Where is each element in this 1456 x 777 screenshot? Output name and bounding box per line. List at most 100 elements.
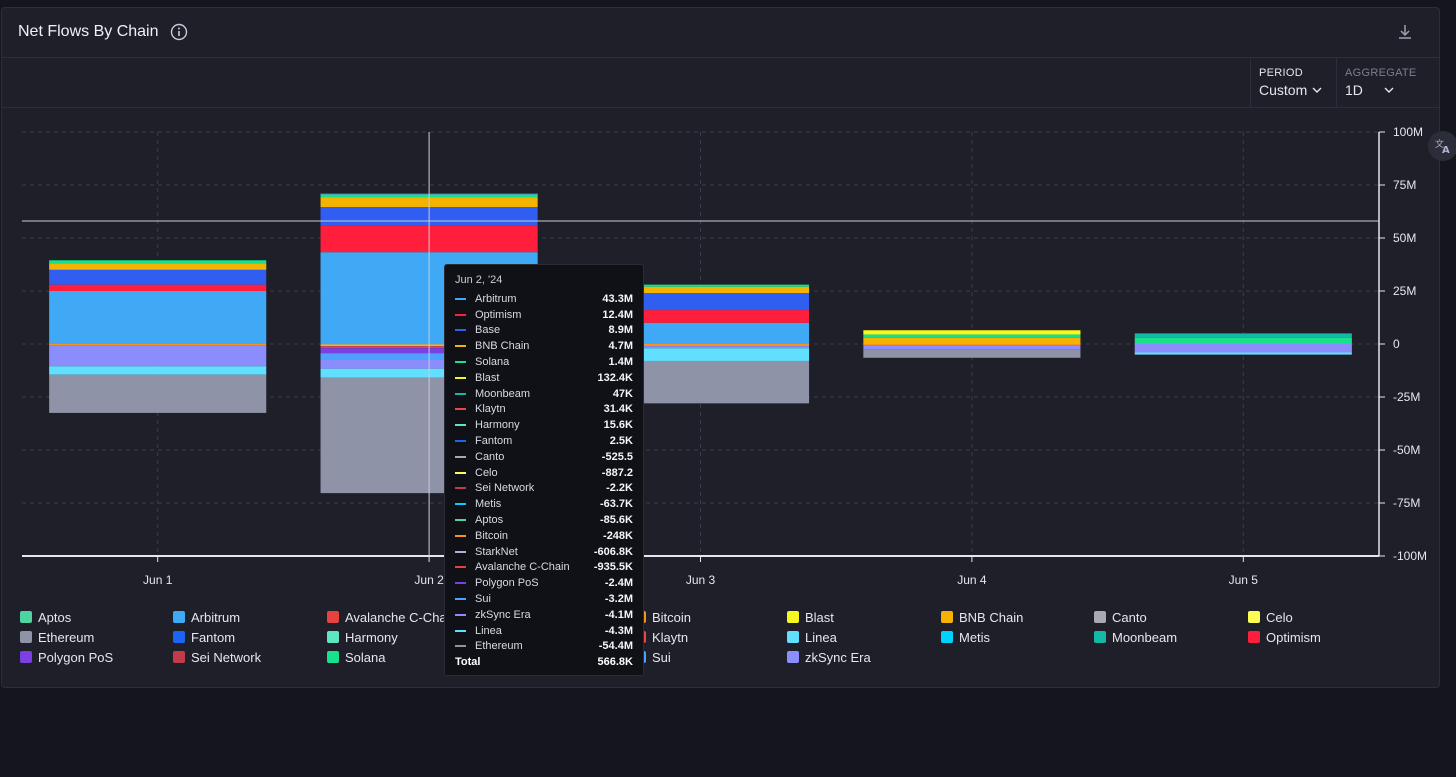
legend-item[interactable]: Blast [787, 608, 834, 626]
tooltip-series-marker [455, 297, 466, 300]
tooltip-series-marker [455, 471, 466, 474]
tooltip-series-name: StarkNet [475, 545, 518, 558]
x-tick-label: Jun 2 [414, 573, 444, 587]
translate-button[interactable]: 文 A [1428, 131, 1456, 161]
tooltip-row: StarkNet -606.8K [455, 544, 633, 560]
tooltip-series-name: Celo [475, 466, 498, 479]
legend-label: Ethereum [38, 629, 95, 645]
legend-item[interactable]: Avalanche C-Chain [327, 608, 457, 626]
net-flows-chart[interactable]: 100M 75M 50M 25M 0 -25M -50M -75M -100M Jun 1 Jun … [0, 0, 1456, 600]
bar-segment-ethereum [49, 374, 267, 413]
tooltip-series-value: 15.6K [603, 419, 633, 432]
tooltip-series-name: Bitcoin [475, 529, 509, 542]
bar-segment-linea [1134, 352, 1352, 355]
chart-controls: PERIOD Custom AGGREGATE 1D [2, 58, 1439, 108]
tooltip-rows: Arbitrum 43.3M Optimism 12.4M Base 8.9M BNB Ch… [455, 291, 633, 654]
legend-item[interactable]: Harmony [327, 628, 398, 646]
tooltip-row: Fantom 2.5K [455, 433, 633, 449]
tooltip-series-name: Avalanche C-Chain [475, 561, 570, 574]
tooltip-series-marker [455, 534, 466, 537]
tooltip-row: Blast 132.4K [455, 370, 633, 386]
bar-segment-solana [863, 334, 1081, 338]
legend-label: Moonbeam [1112, 629, 1178, 645]
tooltip-series-name: Fantom [475, 435, 513, 448]
legend-swatch [20, 631, 32, 643]
legend-label: Canto [1112, 609, 1147, 625]
tooltip-row: Ethereum -54.4M [455, 639, 633, 655]
bar-segment-zksync-era [1134, 344, 1352, 353]
tooltip-series-marker [455, 329, 466, 332]
aggregate-select[interactable]: 1D [1345, 82, 1441, 98]
bar-segment-linea [591, 348, 810, 361]
tooltip-series-name: Canto [475, 450, 505, 463]
tooltip-series-value: -2.2K [606, 482, 633, 495]
x-tick-label: Jun 4 [957, 573, 987, 587]
tooltip-series-name: Blast [475, 371, 500, 384]
legend-item[interactable]: Polygon PoS [20, 648, 113, 666]
tooltip-series-marker [455, 376, 466, 379]
tooltip-series-name: Linea [475, 624, 502, 637]
bar-segment-optimism [49, 284, 267, 291]
period-select[interactable]: Custom [1259, 82, 1336, 98]
legend-swatch [327, 651, 339, 663]
legend-item[interactable]: Ethereum [20, 628, 94, 646]
bar-segment-arbitrum [49, 291, 267, 344]
legend-item[interactable]: BNB Chain [941, 608, 1023, 626]
legend-item[interactable]: Celo [1248, 608, 1293, 626]
legend-item[interactable]: Canto [1094, 608, 1147, 626]
bar-segment-blast [863, 330, 1081, 335]
bar-segment-ethereum [863, 349, 1081, 358]
tooltip-row: Metis -63.7K [455, 496, 633, 512]
tooltip-row: Avalanche C-Chain -935.5K [455, 560, 633, 576]
tooltip-series-marker [455, 345, 466, 348]
tooltip-series-marker [455, 361, 466, 364]
tooltip-series-value: 12.4M [602, 308, 633, 321]
bar-segment-bitcoin [49, 344, 267, 346]
legend-swatch [327, 631, 339, 643]
legend-item[interactable]: Sei Network [173, 648, 261, 666]
bar-segment-zksync-era [49, 345, 267, 367]
legend-item[interactable]: Metis [941, 628, 990, 646]
tooltip-row: Solana 1.4M [455, 354, 633, 370]
legend-item[interactable]: Moonbeam [1094, 628, 1177, 646]
tooltip-row: Bitcoin -248K [455, 528, 633, 544]
tooltip-series-value: -4.3M [604, 624, 633, 637]
aggregate-control[interactable]: AGGREGATE 1D [1336, 58, 1441, 108]
tooltip-series-name: Sui [475, 593, 491, 606]
legend-item[interactable]: zkSync Era [787, 648, 871, 666]
legend-item[interactable]: Optimism [1248, 628, 1321, 646]
tooltip-series-value: -525.5 [601, 450, 633, 463]
tooltip-series-name: Solana [475, 356, 510, 369]
y-tick-label: 75M [1393, 178, 1416, 192]
download-icon[interactable] [1396, 23, 1414, 41]
info-icon[interactable] [170, 23, 188, 41]
tooltip-series-marker [455, 392, 466, 395]
legend-label: BNB Chain [959, 609, 1024, 625]
legend-item[interactable]: Solana [327, 648, 385, 666]
tooltip-series-marker [455, 424, 466, 427]
chevron-down-icon [1384, 87, 1394, 93]
legend-swatch [1094, 611, 1106, 623]
legend-item[interactable]: Fantom [173, 628, 235, 646]
tooltip-series-name: Polygon PoS [475, 577, 539, 590]
y-tick-label: -100M [1393, 549, 1427, 563]
legend-swatch [787, 631, 799, 643]
tooltip-series-value: 2.5K [609, 435, 633, 448]
period-label: PERIOD [1259, 67, 1303, 79]
y-tick-label: 100M [1393, 125, 1423, 139]
tooltip-series-name: Ethereum [475, 640, 523, 653]
legend-item[interactable]: Aptos [20, 608, 71, 626]
tooltip-series-value: -248K [603, 529, 633, 542]
tooltip-row: Canto -525.5 [455, 449, 633, 465]
tooltip-series-marker [455, 645, 466, 648]
legend-item[interactable]: Linea [787, 628, 837, 646]
tooltip-series-name: BNB Chain [475, 340, 530, 353]
tooltip-series-marker [455, 440, 466, 443]
legend-label: Sui [652, 649, 671, 665]
tooltip-series-marker [455, 408, 466, 411]
period-control[interactable]: PERIOD Custom [1250, 58, 1336, 108]
legend-label: Celo [1266, 609, 1293, 625]
legend-item[interactable]: Arbitrum [173, 608, 240, 626]
legend-swatch [173, 651, 185, 663]
tooltip-series-name: zkSync Era [475, 608, 531, 621]
